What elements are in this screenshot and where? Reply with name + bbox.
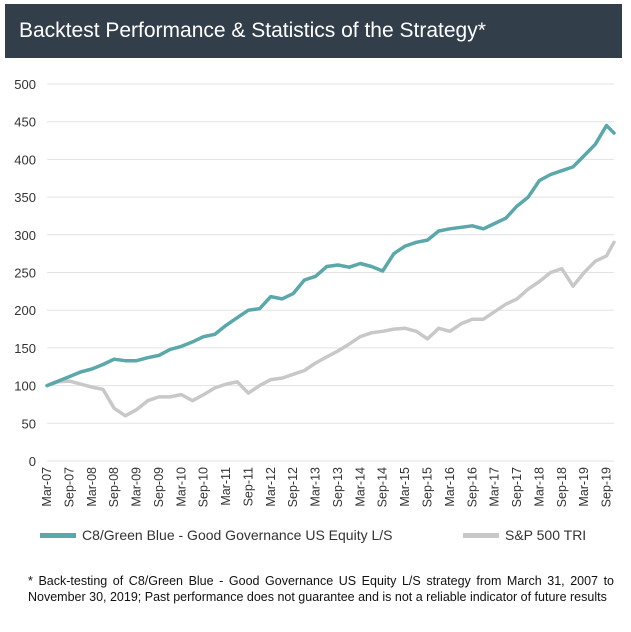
legend-label-c8: C8/Green Blue - Good Governance US Equit… [82, 527, 393, 543]
y-tick-label: 250 [14, 266, 36, 281]
x-tick-label: Sep-07 [62, 467, 76, 507]
x-tick-label: Mar-12 [264, 467, 278, 507]
legend-label-sp500: S&P 500 TRI [505, 527, 587, 543]
x-tick-label: Mar-14 [353, 467, 367, 507]
legend-item-c8: C8/Green Blue - Good Governance US Equit… [40, 527, 393, 543]
x-tick-label: Sep-12 [286, 467, 300, 507]
y-tick-label: 0 [29, 454, 36, 469]
y-tick-label: 100 [14, 379, 36, 394]
disclaimer-footnote: * Back-testing of C8/Green Blue - Good G… [28, 574, 614, 604]
y-tick-label: 200 [14, 303, 36, 318]
x-tick-label: Sep-11 [241, 467, 255, 506]
x-tick-label: Mar-18 [532, 467, 546, 507]
x-tick-label: Sep-08 [107, 467, 121, 507]
x-tick-label: Mar-16 [443, 467, 457, 507]
y-tick-label: 450 [14, 115, 36, 130]
y-tick-label: 150 [14, 341, 36, 356]
legend-swatch-c8 [40, 532, 76, 538]
x-tick-label: Sep-10 [197, 467, 211, 507]
x-tick-label: Sep-16 [465, 467, 479, 507]
page-title: Backtest Performance & Statistics of the… [19, 19, 486, 42]
x-tick-label: Mar-19 [577, 467, 591, 507]
x-tick-label: Sep-18 [555, 467, 569, 507]
series-line-c8 [45, 123, 616, 388]
x-tick-label: Mar-17 [488, 467, 502, 507]
x-tick-label: Sep-13 [331, 467, 345, 507]
x-tick-label: Sep-15 [420, 467, 434, 507]
x-tick-label: Mar-09 [130, 467, 144, 507]
x-tick-label: Mar-15 [398, 467, 412, 507]
legend-item-sp500: S&P 500 TRI [463, 527, 586, 543]
x-tick-label: Mar-10 [174, 467, 188, 507]
title-banner: Backtest Performance & Statistics of the… [5, 4, 622, 58]
y-tick-label: 500 [14, 77, 36, 92]
y-tick-label: 350 [14, 190, 36, 205]
x-tick-label: Mar-07 [40, 467, 54, 507]
y-tick-label: 50 [22, 416, 36, 431]
x-tick-label: Mar-08 [85, 467, 99, 507]
x-tick-label: Mar-13 [309, 467, 323, 507]
x-tick-label: Sep-17 [510, 467, 524, 507]
series-line-sp500 [45, 240, 616, 418]
y-tick-label: 400 [14, 152, 36, 167]
y-tick-label: 300 [14, 228, 36, 243]
x-tick-label: Mar-11 [219, 467, 233, 506]
x-tick-label: Sep-19 [600, 467, 614, 507]
legend-swatch-sp500 [463, 532, 499, 538]
line-chart: 0 50 100 150 200 250 300 350 400 450 500 Mar-07 Sep-… [14, 77, 616, 507]
x-tick-label: Sep-09 [152, 467, 166, 507]
x-tick-label: Sep-14 [376, 467, 390, 507]
